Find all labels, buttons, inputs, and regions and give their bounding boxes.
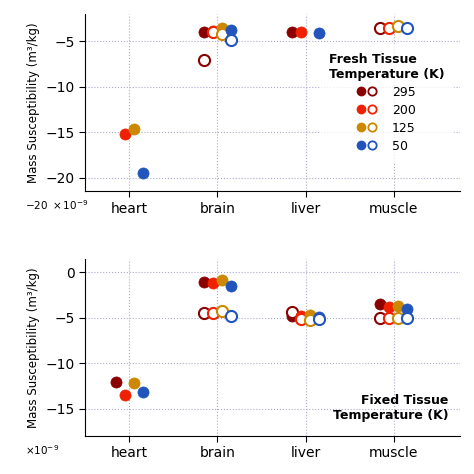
Y-axis label: Mass Susceptibility (m³/kg): Mass Susceptibility (m³/kg) [27, 267, 40, 428]
Text: $\times10^{-9}$: $\times10^{-9}$ [26, 443, 60, 457]
Text: Fixed Tissue
Temperature (K): Fixed Tissue Temperature (K) [333, 394, 448, 422]
Y-axis label: Mass Susceptibility (m³/kg): Mass Susceptibility (m³/kg) [27, 23, 40, 183]
Text: $-20\ \times10^{-9}$: $-20\ \times10^{-9}$ [26, 199, 89, 212]
Legend: 295, 200, 125, 50: 295, 200, 125, 50 [320, 44, 454, 162]
